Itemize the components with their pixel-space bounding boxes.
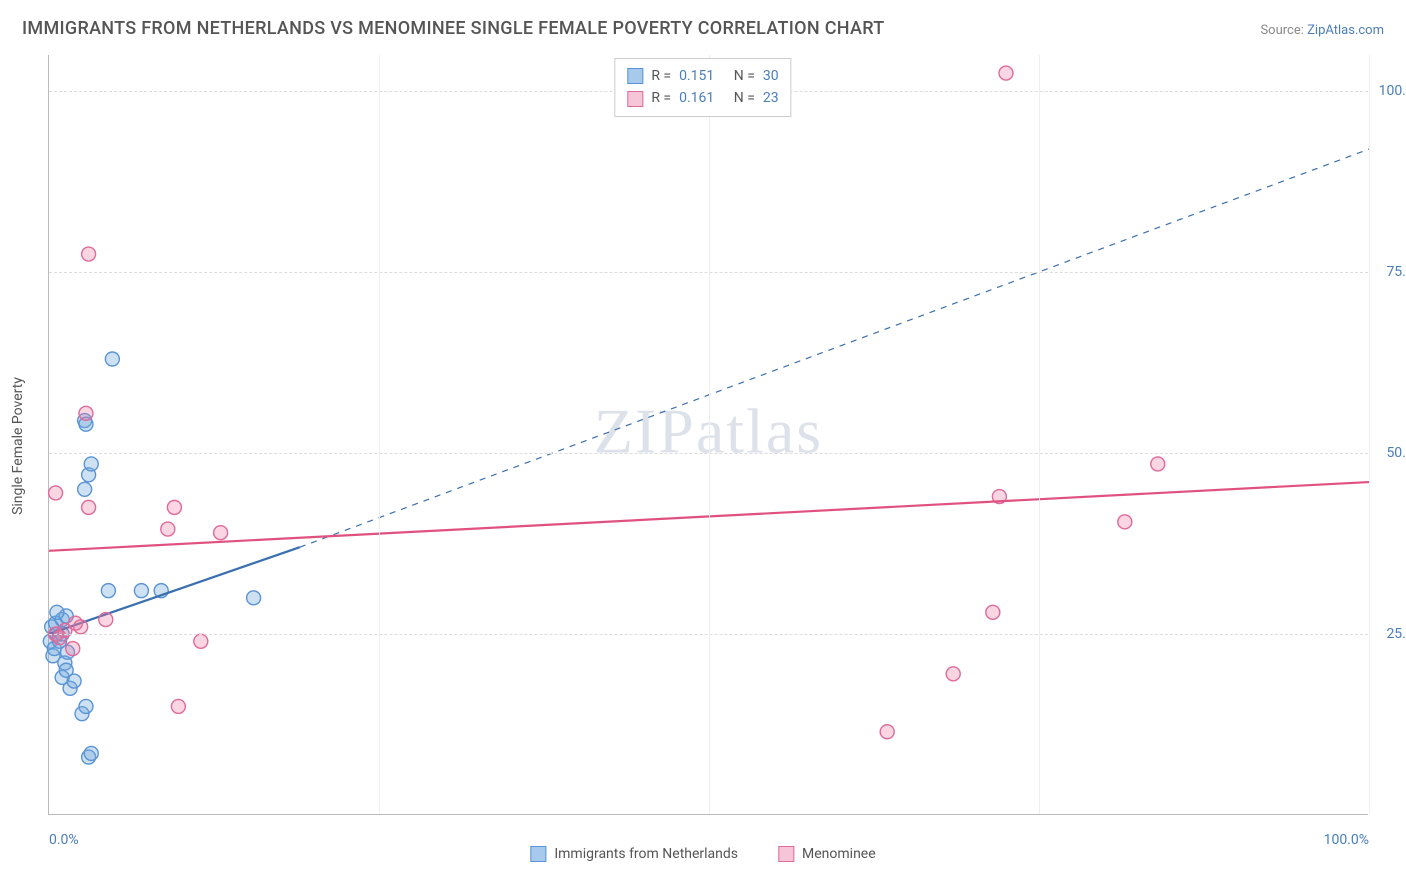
chart-title: IMMIGRANTS FROM NETHERLANDS VS MENOMINEE… [22,18,885,39]
ytick-label: 50.0% [1382,445,1406,461]
legend-swatch-series-1 [778,846,794,862]
source-label: Source: [1260,23,1303,38]
legend-r-label: R = [651,87,671,109]
legend-label-0: Immigrants from Netherlands [554,846,738,862]
legend-n-value-0: 30 [763,65,779,87]
legend-n-label: N = [734,87,755,109]
xtick-label: 0.0% [49,832,79,848]
legend-n-value-1: 23 [763,87,779,109]
y-axis-label: Single Female Poverty [10,377,26,515]
legend-r-label: R = [651,65,671,87]
legend-row-series-1: R = 0.161 N = 23 [627,87,778,109]
legend-item-0: Immigrants from Netherlands [530,846,738,862]
legend-n-label: N = [734,65,755,87]
legend-label-1: Menominee [802,846,876,862]
ytick-label: 25.0% [1382,626,1406,642]
ytick-label: 100.0% [1375,83,1406,99]
legend-item-1: Menominee [778,846,876,862]
legend-swatch-0 [627,68,643,84]
legend-row-series-0: R = 0.151 N = 30 [627,65,778,87]
correlation-legend: R = 0.151 N = 30 R = 0.161 N = 23 [614,58,791,117]
legend-r-value-1: 0.161 [679,87,714,109]
legend-swatch-series-0 [530,846,546,862]
series-legend: Immigrants from Netherlands Menominee [530,846,875,862]
legend-swatch-1 [627,91,643,107]
ytick-label: 75.0% [1382,264,1406,280]
source-attribution: Source: ZipAtlas.com [1260,23,1384,38]
xtick-label: 100.0% [1324,832,1369,848]
source-link[interactable]: ZipAtlas.com [1307,23,1384,38]
plot-area: ZIPatlas 25.0%50.0%75.0%100.0%0.0%100.0% [48,55,1368,815]
legend-r-value-0: 0.151 [679,65,714,87]
